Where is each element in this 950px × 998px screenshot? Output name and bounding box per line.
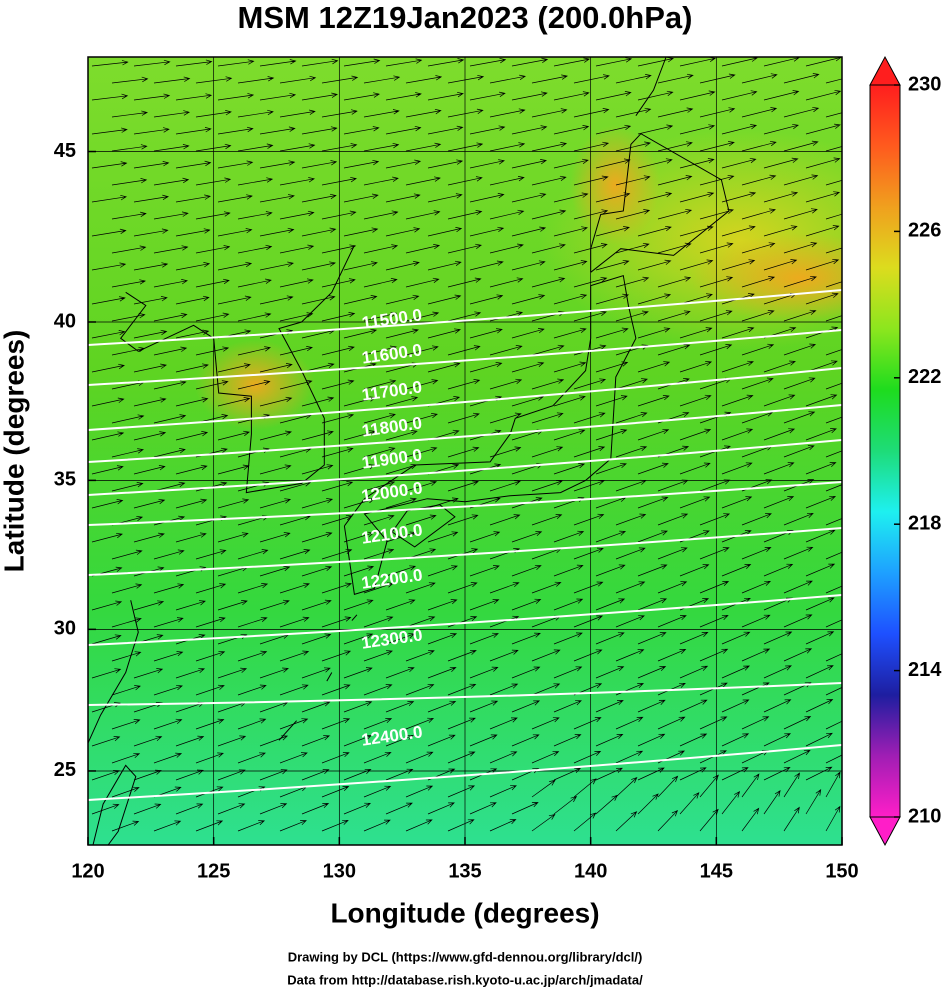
coastline [635, 57, 667, 116]
x-tick-label: 135 [448, 860, 481, 882]
contour-line [88, 439, 842, 496]
coastline [590, 133, 730, 273]
warm-area [570, 125, 660, 245]
x-tick-label: 130 [323, 860, 356, 882]
colorbar-tick-label: 210 [908, 805, 941, 827]
colorbar-tick-label: 218 [908, 512, 941, 534]
y-tick-label: 25 [54, 759, 76, 781]
contour-line [88, 682, 842, 706]
contour-line [88, 367, 842, 431]
y-axis-label: Latitude (degrees) [0, 330, 29, 573]
y-tick-label: 40 [54, 310, 76, 332]
footer: Drawing by DCL (https://www.gfd-dennou.o… [288, 949, 643, 964]
x-tick-label: 150 [825, 860, 858, 882]
contour-line [88, 594, 842, 646]
x-tick-label: 140 [574, 860, 607, 882]
coastline [278, 720, 297, 741]
field: 11500.011600.011700.011800.011900.012000… [88, 57, 842, 845]
wind-vectors [91, 57, 842, 832]
colorbar-tick-label: 222 [908, 366, 941, 388]
coastline [391, 504, 456, 548]
colorbar-extend-top [869, 55, 901, 86]
y-tick-label: 45 [54, 140, 76, 162]
colorbar [869, 84, 901, 818]
coastline [88, 600, 139, 744]
coastline [119, 245, 355, 494]
contour-line [88, 481, 842, 526]
contour-line [88, 289, 842, 346]
chart-title: MSM 12Z19Jan2023 (200.0hPa) [238, 0, 693, 35]
x-axis-label: Longitude (degrees) [330, 897, 599, 928]
x-tick-label: 145 [700, 860, 733, 882]
footer: Data from http://database.rish.kyoto-u.a… [287, 972, 643, 987]
colorbar-tick-label: 230 [908, 73, 941, 95]
contour-line [88, 744, 842, 801]
y-tick-label: 35 [54, 469, 76, 491]
x-tick-label: 125 [197, 860, 230, 882]
colorbar-tick-label: 214 [908, 659, 942, 681]
contour-line [88, 404, 842, 463]
coastline [351, 614, 358, 621]
y-tick-label: 30 [54, 618, 76, 640]
contour-line [88, 527, 842, 576]
x-tick-label: 120 [71, 860, 104, 882]
colorbar-extend-bottom [869, 816, 901, 847]
colorbar-tick-label: 226 [908, 220, 941, 242]
contour-line [88, 329, 842, 386]
coastline [326, 672, 333, 682]
